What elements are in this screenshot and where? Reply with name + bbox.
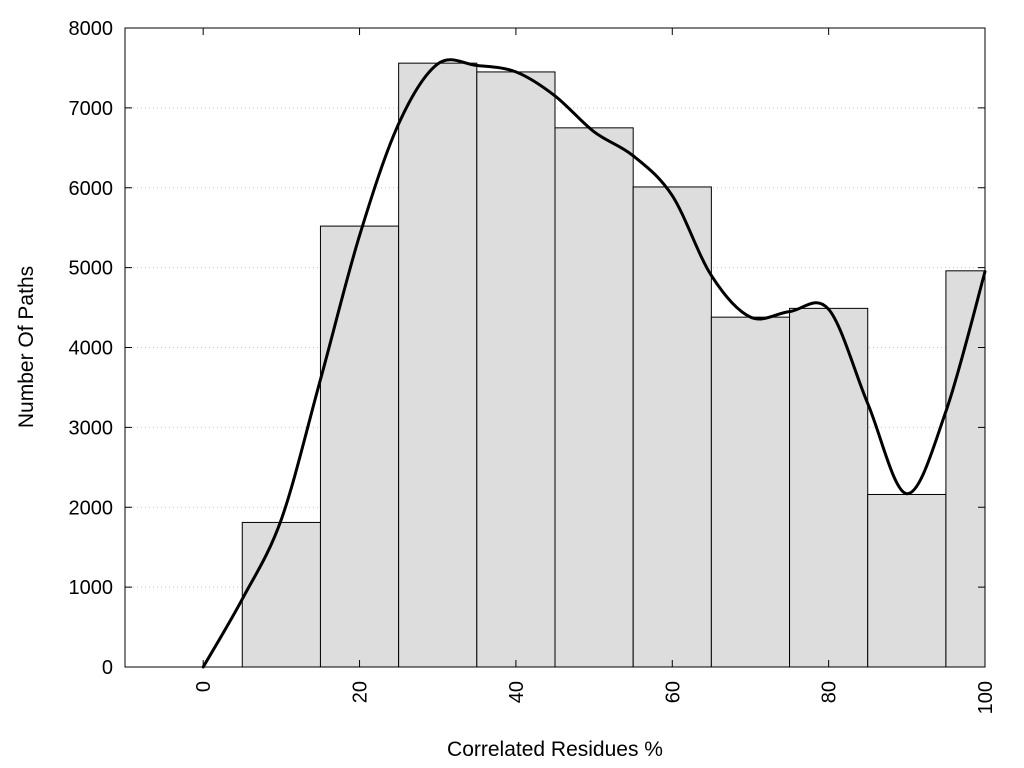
bar bbox=[241, 521, 321, 668]
bar bbox=[476, 71, 556, 668]
bar bbox=[398, 62, 478, 668]
bar bbox=[710, 316, 791, 668]
y-tick-label: 1000 bbox=[69, 577, 114, 599]
x-tick-label: 60 bbox=[662, 681, 684, 703]
x-tick-label: 80 bbox=[819, 681, 841, 703]
tick-labels: 0 1000 2000 3000 4000 5000 6000 7000 8000 0 20 40 60… bbox=[69, 18, 998, 714]
bar bbox=[867, 493, 947, 668]
bar bbox=[319, 225, 400, 668]
bars bbox=[241, 62, 986, 668]
y-tick-label: 5000 bbox=[69, 258, 114, 280]
x-tick-label: 0 bbox=[193, 681, 215, 692]
y-axis-title: Number Of Paths bbox=[15, 266, 38, 428]
x-axis-title: Correlated Residues % bbox=[447, 738, 663, 761]
x-tick-label: 100 bbox=[975, 681, 997, 714]
y-tick-label: 3000 bbox=[69, 417, 114, 439]
bar bbox=[945, 270, 986, 668]
y-tick-label: 6000 bbox=[69, 178, 114, 200]
x-tick-label: 20 bbox=[350, 681, 372, 703]
bar bbox=[554, 127, 634, 668]
x-tick-label: 40 bbox=[506, 681, 528, 703]
y-tick-label: 2000 bbox=[69, 497, 114, 519]
y-tick-label: 7000 bbox=[69, 98, 114, 120]
y-tick-label: 0 bbox=[102, 657, 113, 679]
bar bbox=[632, 186, 712, 668]
y-tick-label: 8000 bbox=[69, 18, 114, 40]
bar bbox=[789, 307, 869, 668]
y-tick-label: 4000 bbox=[69, 338, 114, 360]
axis-ticks bbox=[125, 27, 986, 668]
smooth-curve bbox=[201, 58, 987, 669]
